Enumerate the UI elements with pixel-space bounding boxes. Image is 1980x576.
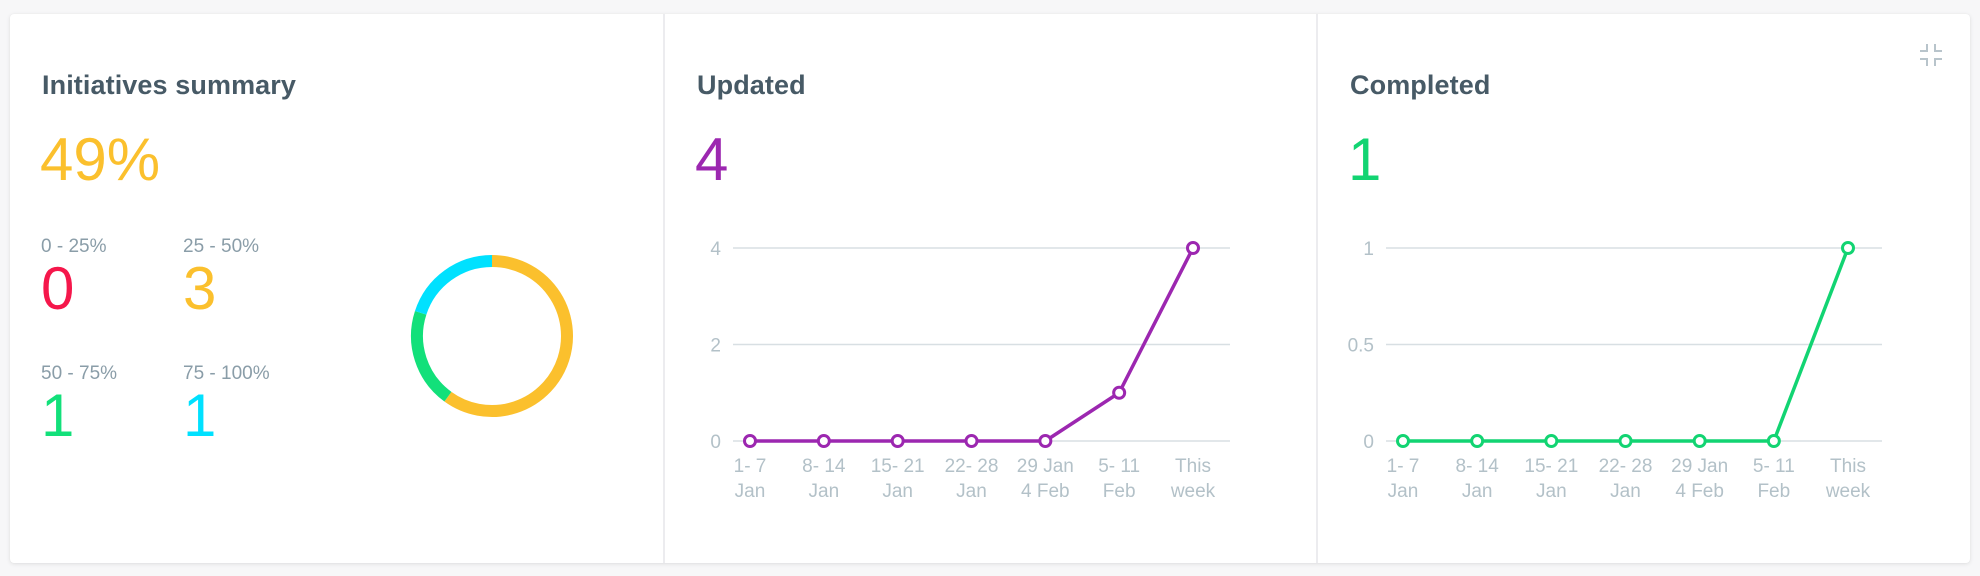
data-point[interactable] bbox=[964, 434, 979, 448]
progress-donut-chart bbox=[411, 255, 573, 417]
data-point[interactable] bbox=[1186, 241, 1200, 255]
x-tick-label: week bbox=[1825, 481, 1871, 502]
x-tick-label: Jan bbox=[956, 481, 987, 502]
range-count: 1 bbox=[183, 382, 217, 449]
x-tick-label: 4 Feb bbox=[1675, 481, 1724, 502]
x-tick-label: Jan bbox=[1610, 481, 1641, 502]
x-tick-label: Jan bbox=[1388, 481, 1419, 502]
collapse-icon bbox=[1920, 44, 1942, 66]
range-label: 75 - 100% bbox=[183, 363, 270, 384]
x-tick-label: Jan bbox=[1536, 481, 1567, 502]
range-25-50[interactable]: 25 - 50% 3 bbox=[183, 236, 259, 320]
data-point[interactable] bbox=[1544, 434, 1559, 448]
y-tick-label: 1 bbox=[1363, 239, 1374, 260]
range-75-100[interactable]: 75 - 100% 1 bbox=[183, 363, 270, 447]
completed-panel: Completed 1 0 0.5 1 1- 7 Jan 8- 14 Jan 15- 21 Ja… bbox=[1316, 14, 1972, 563]
range-0-25[interactable]: 0 - 25% 0 bbox=[41, 236, 106, 320]
y-tick-label: 0 bbox=[1363, 432, 1374, 453]
initiatives-summary-panel: Initiatives summary 49% 0 - 25% 0 25 - 5… bbox=[10, 14, 663, 563]
data-point[interactable] bbox=[1112, 385, 1127, 400]
updated-title: Updated bbox=[697, 70, 806, 100]
x-tick-label: Feb bbox=[1757, 481, 1790, 502]
data-point[interactable] bbox=[1038, 434, 1053, 448]
x-tick-label: This bbox=[1175, 456, 1211, 477]
y-tick-label: 0 bbox=[710, 432, 721, 453]
collapse-button[interactable] bbox=[1916, 40, 1946, 70]
y-tick-label: 0.5 bbox=[1348, 336, 1374, 357]
data-point[interactable] bbox=[1618, 434, 1633, 448]
x-tick-label: Jan bbox=[1462, 481, 1493, 502]
y-tick-label: 2 bbox=[710, 336, 721, 357]
y-tick-label: 4 bbox=[710, 239, 721, 260]
range-label: 0 - 25% bbox=[41, 236, 107, 257]
x-tick-label: 29 Jan bbox=[1671, 456, 1728, 477]
data-point[interactable] bbox=[1841, 241, 1855, 255]
range-label: 50 - 75% bbox=[41, 363, 118, 384]
dashboard-card: Initiatives summary 49% 0 - 25% 0 25 - 5… bbox=[10, 14, 1970, 563]
data-point[interactable] bbox=[743, 434, 757, 448]
x-tick-label: 22- 28 bbox=[945, 456, 999, 477]
x-tick-label: 5- 11 bbox=[1753, 456, 1795, 477]
data-point[interactable] bbox=[890, 434, 905, 448]
range-label: 25 - 50% bbox=[183, 236, 260, 257]
completed-count: 1 bbox=[1348, 126, 1382, 193]
x-tick-label: 1- 7 bbox=[734, 456, 767, 477]
donut-segment bbox=[444, 255, 573, 417]
x-tick-label: 1- 7 bbox=[1387, 456, 1420, 477]
data-point[interactable] bbox=[1766, 434, 1781, 448]
x-tick-label: Jan bbox=[809, 481, 840, 502]
updated-line-chart: 0 2 4 1- 7 Jan 8- 14 Jan 15- 21 Jan 22- 28 Jan 29 J… bbox=[710, 239, 1230, 502]
range-50-75[interactable]: 50 - 75% 1 bbox=[41, 363, 117, 447]
x-tick-label: This bbox=[1830, 456, 1866, 477]
x-tick-label: 15- 21 bbox=[1524, 456, 1578, 477]
data-point[interactable] bbox=[1396, 434, 1410, 448]
donut-segment bbox=[414, 255, 493, 315]
x-tick-label: 8- 14 bbox=[1456, 456, 1500, 477]
completed-title: Completed bbox=[1350, 70, 1491, 100]
x-tick-label: Jan bbox=[882, 481, 913, 502]
x-tick-label: Feb bbox=[1103, 481, 1136, 502]
range-count: 1 bbox=[41, 382, 75, 449]
summary-percent: 49% bbox=[40, 126, 161, 193]
range-count: 3 bbox=[183, 255, 217, 322]
donut-segment bbox=[411, 310, 452, 402]
data-point[interactable] bbox=[1470, 434, 1485, 448]
x-tick-label: Jan bbox=[735, 481, 766, 502]
completed-line-chart: 0 0.5 1 1- 7 Jan 8- 14 Jan 15- 21 Jan 22- 28 Jan 29… bbox=[1348, 239, 1882, 502]
x-tick-label: 29 Jan bbox=[1017, 456, 1074, 477]
x-tick-label: 5- 11 bbox=[1098, 456, 1140, 477]
x-tick-label: 22- 28 bbox=[1599, 456, 1653, 477]
x-tick-label: 15- 21 bbox=[871, 456, 925, 477]
x-tick-label: 4 Feb bbox=[1021, 481, 1070, 502]
x-tick-label: week bbox=[1170, 481, 1216, 502]
updated-count: 4 bbox=[695, 126, 729, 193]
updated-panel: Updated 4 0 2 4 1- 7 Jan 8- 14 Jan 15- 21 Jan 22-… bbox=[663, 14, 1318, 563]
data-point[interactable] bbox=[816, 434, 831, 448]
data-point[interactable] bbox=[1692, 434, 1707, 448]
range-count: 0 bbox=[41, 255, 75, 322]
x-tick-label: 8- 14 bbox=[802, 456, 846, 477]
initiatives-summary-title: Initiatives summary bbox=[42, 70, 297, 100]
